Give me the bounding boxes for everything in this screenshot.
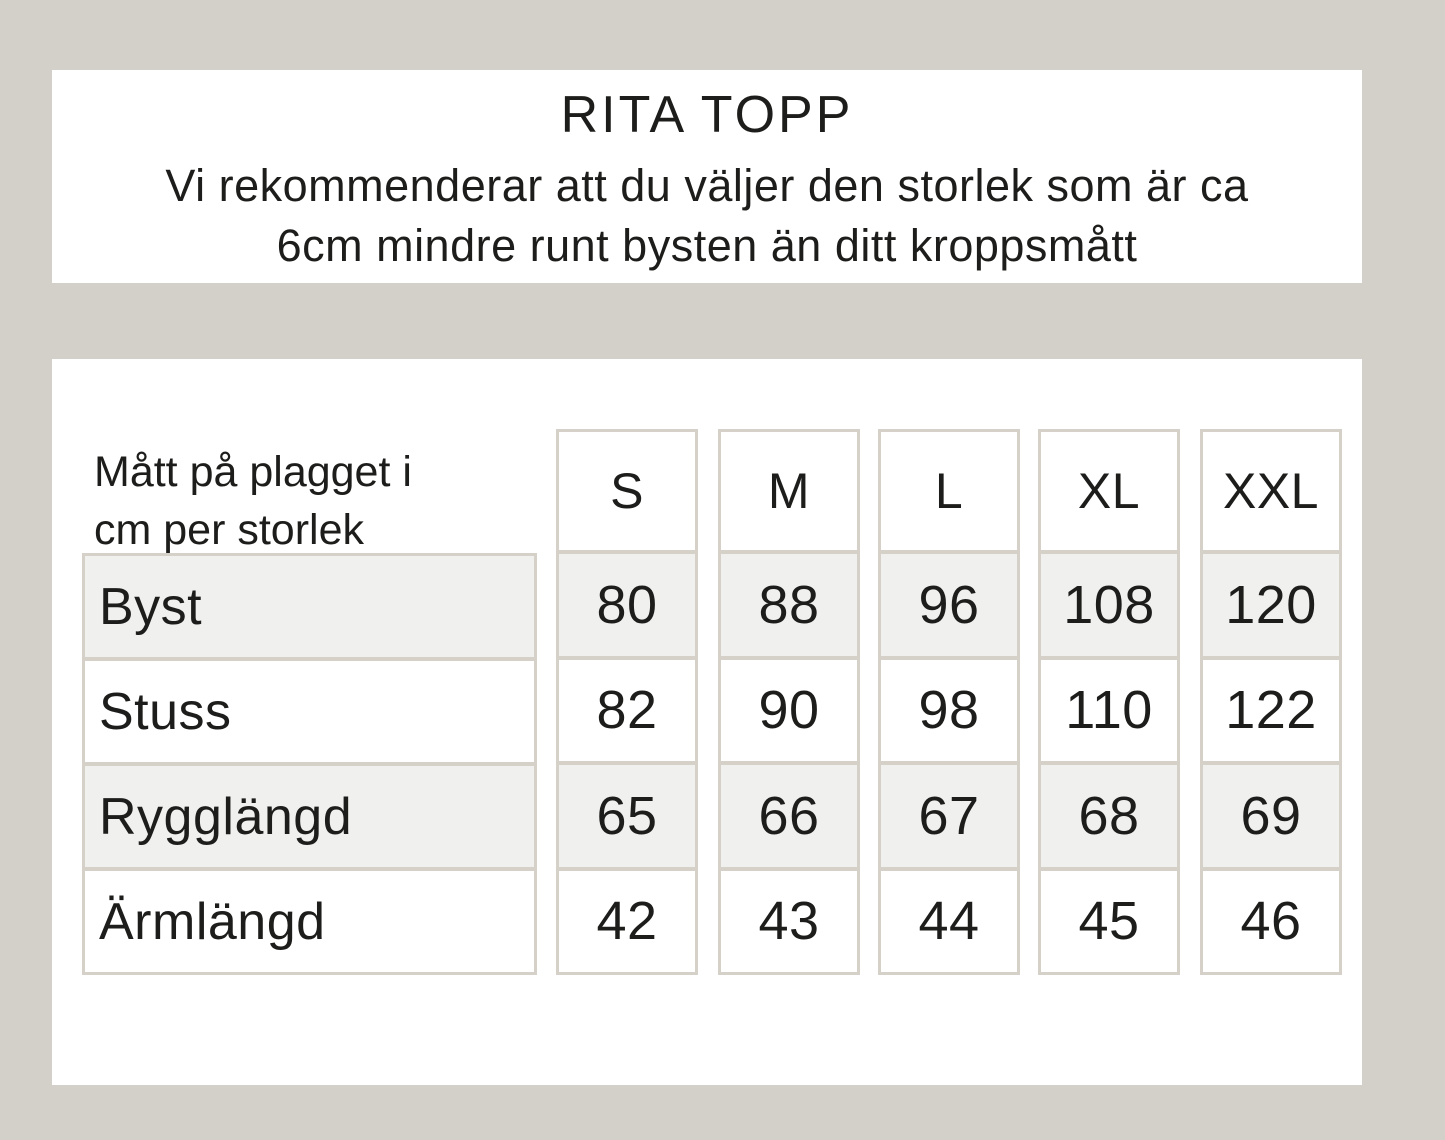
measurement-label-column: Byst Stuss Rygglängd Ärmlängd	[82, 553, 537, 975]
value-stuss-s: 82	[559, 659, 695, 761]
value-stuss-xl: 110	[1041, 659, 1177, 761]
size-column-m: M 88 90 66 43	[718, 429, 860, 975]
value-byst-m: 88	[721, 554, 857, 656]
value-byst-xxl: 120	[1203, 554, 1339, 656]
row-label-stuss: Stuss	[85, 661, 534, 762]
value-armlangd-xxl: 46	[1203, 870, 1339, 972]
size-column-l: L 96 98 67 44	[878, 429, 1020, 975]
size-column-xxl: XXL 120 122 69 46	[1200, 429, 1342, 975]
value-armlangd-l: 44	[881, 870, 1017, 972]
value-stuss-xxl: 122	[1203, 659, 1339, 761]
value-byst-xl: 108	[1041, 554, 1177, 656]
measurement-unit-label-line2: cm per storlek	[94, 506, 365, 554]
size-recommendation-line2: 6cm mindre runt bysten än ditt kroppsmåt…	[276, 220, 1138, 271]
column-header-s: S	[559, 432, 695, 550]
value-byst-l: 96	[881, 554, 1017, 656]
value-armlangd-m: 43	[721, 870, 857, 972]
column-header-l: L	[881, 432, 1017, 550]
size-recommendation-text: Vi rekommenderar att du väljer den storl…	[52, 156, 1362, 276]
value-rygglangd-xl: 68	[1041, 765, 1177, 867]
value-stuss-m: 90	[721, 659, 857, 761]
value-stuss-l: 98	[881, 659, 1017, 761]
size-column-xl: XL 108 110 68 45	[1038, 429, 1180, 975]
value-armlangd-s: 42	[559, 870, 695, 972]
value-armlangd-xl: 45	[1041, 870, 1177, 972]
size-column-s: S 80 82 65 42	[556, 429, 698, 975]
size-chart-card: Mått på plagget i cm per storlek Byst St…	[52, 359, 1362, 1085]
size-recommendation-line1: Vi rekommenderar att du väljer den storl…	[165, 160, 1249, 211]
product-title: RITA TOPP	[560, 86, 854, 144]
value-byst-s: 80	[559, 554, 695, 656]
value-rygglangd-xxl: 69	[1203, 765, 1339, 867]
row-label-byst: Byst	[85, 556, 534, 657]
measurement-unit-label-line1: Mått på plagget i	[94, 448, 412, 496]
column-header-m: M	[721, 432, 857, 550]
column-header-xl: XL	[1041, 432, 1177, 550]
value-rygglangd-m: 66	[721, 765, 857, 867]
row-label-rygglangd: Rygglängd	[85, 766, 534, 867]
column-header-xxl: XXL	[1203, 432, 1339, 550]
value-rygglangd-s: 65	[559, 765, 695, 867]
value-rygglangd-l: 67	[881, 765, 1017, 867]
measurement-unit-label: Mått på plagget i cm per storlek	[94, 443, 412, 559]
header-card: RITA TOPP Vi rekommenderar att du väljer…	[52, 70, 1362, 283]
row-label-armlangd: Ärmlängd	[85, 871, 534, 972]
